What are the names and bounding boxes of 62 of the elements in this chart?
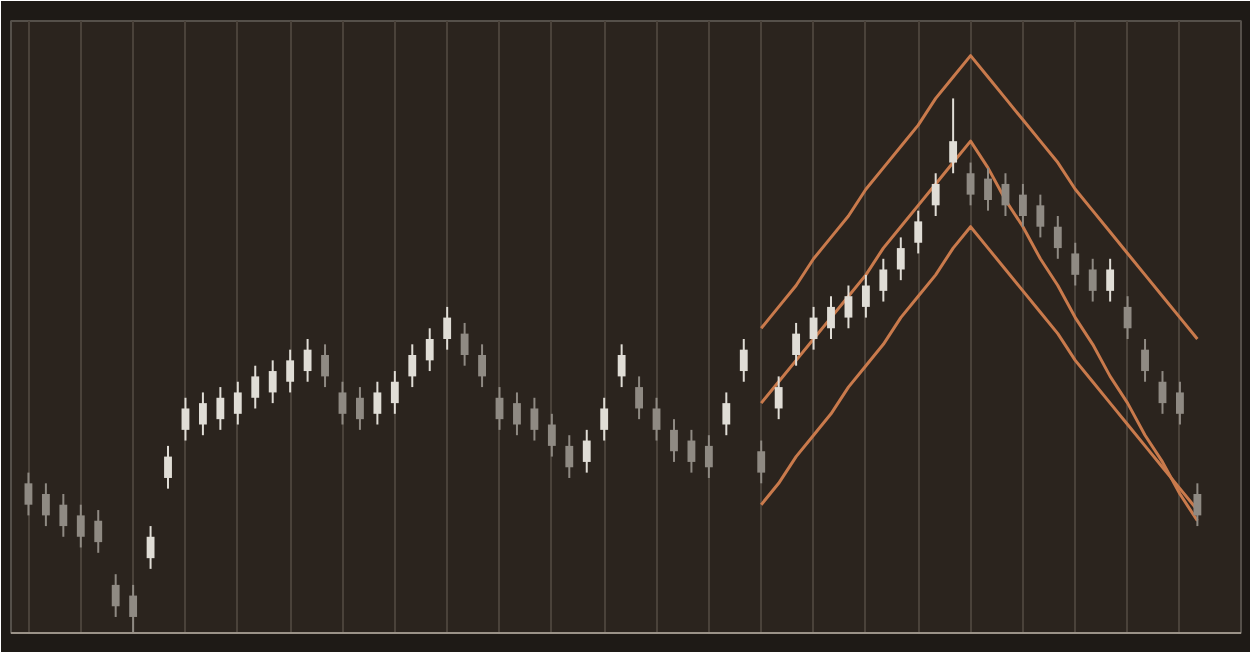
candlestick xyxy=(425,327,434,373)
candlestick xyxy=(303,337,312,383)
candlestick xyxy=(530,396,539,442)
candlestick xyxy=(931,172,940,218)
candlestick xyxy=(1036,193,1045,239)
candlestick xyxy=(321,343,329,389)
candlestick xyxy=(268,359,277,405)
candlestick xyxy=(1106,257,1115,303)
candlestick xyxy=(949,97,958,175)
candlestick xyxy=(76,503,85,549)
candlestick xyxy=(390,370,399,415)
candlestick xyxy=(181,396,190,442)
candlestick xyxy=(861,273,870,319)
candlestick xyxy=(338,380,347,426)
candlestick xyxy=(966,161,975,207)
candlestick xyxy=(547,412,556,458)
candlestick xyxy=(600,396,609,442)
candlestick xyxy=(1071,241,1080,287)
candlestick xyxy=(164,444,172,490)
candlestick xyxy=(111,573,120,618)
candlestick xyxy=(251,364,260,410)
candlestick xyxy=(1053,215,1062,260)
candlestick xyxy=(565,434,574,479)
candlestick xyxy=(233,380,242,426)
candlestick xyxy=(460,321,469,367)
candlestick xyxy=(670,418,678,463)
candlestick xyxy=(827,295,835,340)
candlestick xyxy=(513,391,521,437)
candlestick xyxy=(722,391,731,437)
candlestick xyxy=(635,375,644,421)
candlestick xyxy=(582,428,591,474)
candlestick xyxy=(844,284,853,330)
candlestick xyxy=(41,482,50,528)
candlestick xyxy=(1123,295,1132,340)
candlestick xyxy=(1193,482,1202,528)
candlestick xyxy=(94,509,103,554)
candlestick xyxy=(757,439,766,485)
candlestick xyxy=(1018,182,1027,228)
candlestick xyxy=(356,386,364,431)
candlestick xyxy=(896,236,905,282)
candlestick xyxy=(617,343,626,389)
candlestick xyxy=(704,434,713,479)
candlestick xyxy=(652,396,661,442)
candlestick xyxy=(198,391,207,437)
candlestick xyxy=(443,305,452,351)
candlestick xyxy=(879,257,888,303)
candlestick xyxy=(984,166,992,212)
candlestick xyxy=(774,375,783,421)
candlestick xyxy=(1141,337,1149,383)
candlestick xyxy=(216,386,225,431)
candlestick xyxy=(59,493,68,538)
candlestick xyxy=(1088,257,1097,303)
candlestick xyxy=(408,343,417,389)
candlestick xyxy=(373,380,382,426)
candlestick xyxy=(286,348,295,394)
candlestick xyxy=(739,337,748,383)
candlestick xyxy=(24,471,33,517)
candlestick xyxy=(792,321,801,367)
candlestick xyxy=(478,343,486,389)
candlestick xyxy=(146,525,155,570)
candlestick xyxy=(914,209,923,255)
candlestick xyxy=(1176,380,1184,426)
